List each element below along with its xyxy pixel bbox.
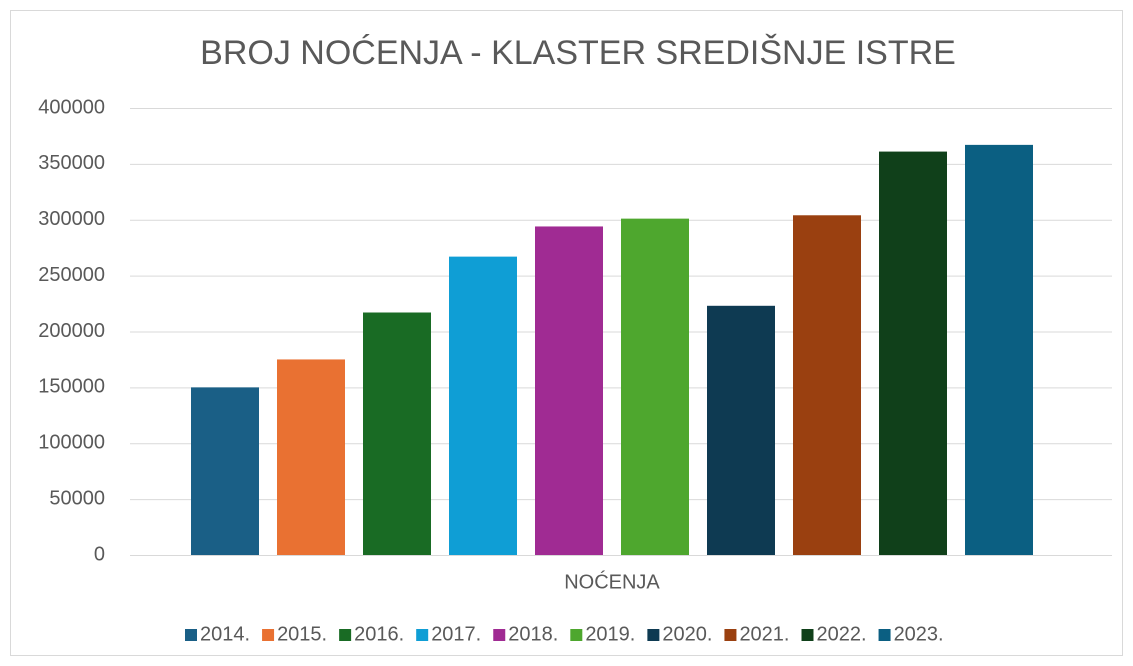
bar [793, 215, 861, 555]
legend-label: 2023. [894, 623, 944, 645]
bar [707, 305, 775, 555]
legend-swatch [878, 629, 891, 641]
y-tick-label: 300000 [38, 208, 105, 230]
y-tick-label: 250000 [38, 264, 105, 286]
bar [449, 256, 517, 555]
legend-label: 2022. [817, 623, 867, 645]
y-tick-label: 350000 [38, 152, 105, 174]
legend-swatch [724, 629, 737, 641]
legend-label: 2016. [354, 623, 404, 645]
y-tick-label: 200000 [38, 320, 105, 342]
legend-label: 2020. [662, 623, 712, 645]
x-tick-label: NOĆENJA [564, 570, 660, 593]
chart-title: BROJ NOĆENJA - KLASTER SREDIŠNJE ISTRE [200, 34, 956, 72]
legend-label: 2018. [508, 623, 558, 645]
bar [277, 359, 345, 555]
y-tick-label: 150000 [38, 376, 105, 398]
y-tick-label: 0 [94, 543, 105, 565]
y-tick-label: 400000 [38, 96, 105, 118]
legend-swatch [262, 629, 275, 641]
bar [965, 144, 1033, 555]
legend-label: 2014. [200, 623, 250, 645]
legend-label: 2019. [585, 623, 635, 645]
legend-swatch [570, 629, 583, 641]
bar [879, 151, 947, 555]
bar [191, 387, 259, 555]
legend-swatch [493, 629, 506, 641]
bar [621, 218, 689, 555]
legend-label: 2021. [739, 623, 789, 645]
y-tick-label: 50000 [49, 487, 105, 509]
legend-swatch [416, 629, 429, 641]
legend-swatch [339, 629, 352, 641]
legend-label: 2015. [277, 623, 327, 645]
legend-swatch [185, 629, 197, 641]
y-tick-label: 100000 [38, 432, 105, 454]
legend-swatch [801, 629, 814, 641]
legend-swatch [647, 629, 660, 641]
bar [535, 226, 603, 555]
bar [363, 312, 431, 555]
legend-label: 2017. [431, 623, 481, 645]
